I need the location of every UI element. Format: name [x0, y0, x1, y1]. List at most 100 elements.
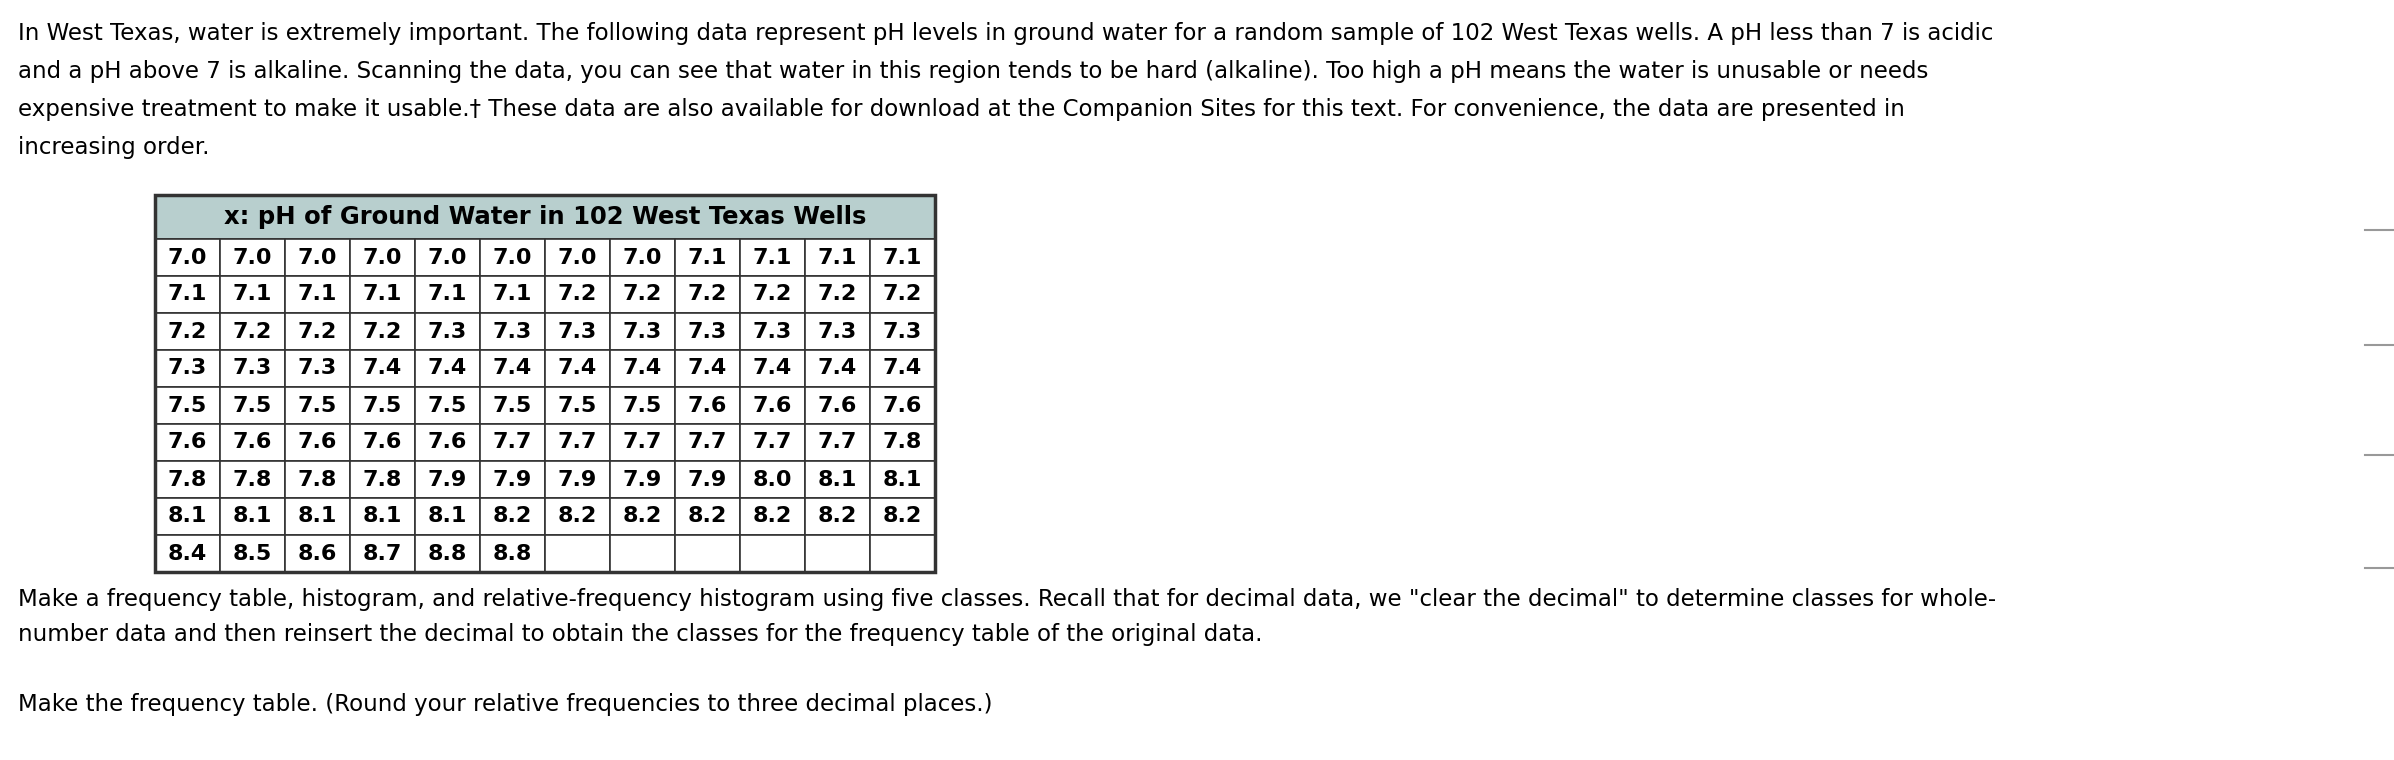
- Text: 8.2: 8.2: [558, 506, 596, 527]
- FancyBboxPatch shape: [156, 424, 220, 461]
- Text: 7.4: 7.4: [687, 359, 728, 378]
- FancyBboxPatch shape: [675, 350, 740, 387]
- FancyBboxPatch shape: [610, 350, 675, 387]
- Text: 8.2: 8.2: [687, 506, 728, 527]
- Text: 7.2: 7.2: [232, 321, 273, 341]
- Text: 7.6: 7.6: [364, 432, 402, 452]
- Text: x: pH of Ground Water in 102 West Texas Wells: x: pH of Ground Water in 102 West Texas …: [223, 205, 867, 229]
- FancyBboxPatch shape: [481, 498, 546, 535]
- FancyBboxPatch shape: [285, 387, 350, 424]
- Text: 7.5: 7.5: [558, 395, 596, 416]
- FancyBboxPatch shape: [350, 239, 414, 276]
- Text: 7.3: 7.3: [558, 321, 596, 341]
- Text: 8.2: 8.2: [622, 506, 663, 527]
- FancyBboxPatch shape: [285, 239, 350, 276]
- FancyBboxPatch shape: [285, 498, 350, 535]
- Text: 7.5: 7.5: [168, 395, 208, 416]
- Text: 7.5: 7.5: [364, 395, 402, 416]
- Text: 7.8: 7.8: [883, 432, 922, 452]
- FancyBboxPatch shape: [156, 276, 220, 313]
- Text: 7.2: 7.2: [558, 284, 596, 305]
- FancyBboxPatch shape: [804, 239, 869, 276]
- FancyBboxPatch shape: [740, 276, 804, 313]
- Text: 7.0: 7.0: [622, 248, 663, 268]
- FancyBboxPatch shape: [414, 239, 481, 276]
- FancyBboxPatch shape: [285, 313, 350, 350]
- FancyBboxPatch shape: [156, 239, 220, 276]
- FancyBboxPatch shape: [804, 350, 869, 387]
- FancyBboxPatch shape: [350, 313, 414, 350]
- Text: 7.6: 7.6: [687, 395, 728, 416]
- FancyBboxPatch shape: [804, 424, 869, 461]
- Text: 8.1: 8.1: [168, 506, 208, 527]
- Text: 7.4: 7.4: [752, 359, 792, 378]
- FancyBboxPatch shape: [414, 276, 481, 313]
- FancyBboxPatch shape: [481, 276, 546, 313]
- FancyBboxPatch shape: [156, 350, 220, 387]
- Text: 7.3: 7.3: [429, 321, 467, 341]
- Text: 7.7: 7.7: [752, 432, 792, 452]
- FancyBboxPatch shape: [546, 387, 610, 424]
- FancyBboxPatch shape: [610, 387, 675, 424]
- FancyBboxPatch shape: [220, 387, 285, 424]
- Text: 7.1: 7.1: [752, 248, 792, 268]
- Text: 7.5: 7.5: [622, 395, 663, 416]
- Text: 7.8: 7.8: [364, 470, 402, 489]
- Text: 7.4: 7.4: [622, 359, 663, 378]
- FancyBboxPatch shape: [804, 313, 869, 350]
- Text: 7.1: 7.1: [493, 284, 531, 305]
- FancyBboxPatch shape: [675, 276, 740, 313]
- FancyBboxPatch shape: [546, 498, 610, 535]
- Text: Make the frequency table. (Round your relative frequencies to three decimal plac: Make the frequency table. (Round your re…: [19, 693, 994, 716]
- FancyBboxPatch shape: [220, 313, 285, 350]
- FancyBboxPatch shape: [610, 498, 675, 535]
- FancyBboxPatch shape: [156, 313, 220, 350]
- FancyBboxPatch shape: [869, 498, 936, 535]
- FancyBboxPatch shape: [350, 276, 414, 313]
- FancyBboxPatch shape: [740, 387, 804, 424]
- FancyBboxPatch shape: [610, 461, 675, 498]
- Text: 7.3: 7.3: [819, 321, 857, 341]
- Text: 7.7: 7.7: [558, 432, 596, 452]
- Text: 7.8: 7.8: [297, 470, 338, 489]
- Text: 7.5: 7.5: [429, 395, 467, 416]
- FancyBboxPatch shape: [220, 498, 285, 535]
- FancyBboxPatch shape: [414, 424, 481, 461]
- FancyBboxPatch shape: [414, 535, 481, 572]
- FancyBboxPatch shape: [220, 350, 285, 387]
- Text: 7.5: 7.5: [493, 395, 531, 416]
- FancyBboxPatch shape: [546, 276, 610, 313]
- Text: 7.9: 7.9: [429, 470, 467, 489]
- Text: 7.2: 7.2: [168, 321, 208, 341]
- Text: 8.8: 8.8: [429, 543, 467, 563]
- Text: 7.4: 7.4: [429, 359, 467, 378]
- Text: 7.4: 7.4: [883, 359, 922, 378]
- Text: 7.6: 7.6: [752, 395, 792, 416]
- Text: 8.0: 8.0: [752, 470, 792, 489]
- FancyBboxPatch shape: [414, 461, 481, 498]
- Text: 7.1: 7.1: [883, 248, 922, 268]
- FancyBboxPatch shape: [546, 313, 610, 350]
- Text: 7.0: 7.0: [168, 248, 208, 268]
- FancyBboxPatch shape: [285, 535, 350, 572]
- FancyBboxPatch shape: [675, 424, 740, 461]
- FancyBboxPatch shape: [156, 535, 220, 572]
- Text: 8.7: 8.7: [364, 543, 402, 563]
- Text: 8.6: 8.6: [297, 543, 338, 563]
- Text: 7.0: 7.0: [493, 248, 531, 268]
- FancyBboxPatch shape: [804, 276, 869, 313]
- Text: 7.7: 7.7: [622, 432, 663, 452]
- FancyBboxPatch shape: [350, 350, 414, 387]
- FancyBboxPatch shape: [675, 535, 740, 572]
- FancyBboxPatch shape: [156, 195, 936, 239]
- Text: expensive treatment to make it usable.† These data are also available for downlo: expensive treatment to make it usable.† …: [19, 98, 1906, 121]
- Text: 7.1: 7.1: [168, 284, 208, 305]
- Text: 7.1: 7.1: [297, 284, 338, 305]
- FancyBboxPatch shape: [414, 350, 481, 387]
- Text: 7.7: 7.7: [493, 432, 531, 452]
- Text: 7.4: 7.4: [819, 359, 857, 378]
- FancyBboxPatch shape: [546, 350, 610, 387]
- FancyBboxPatch shape: [869, 276, 936, 313]
- Text: 7.1: 7.1: [819, 248, 857, 268]
- FancyBboxPatch shape: [610, 276, 675, 313]
